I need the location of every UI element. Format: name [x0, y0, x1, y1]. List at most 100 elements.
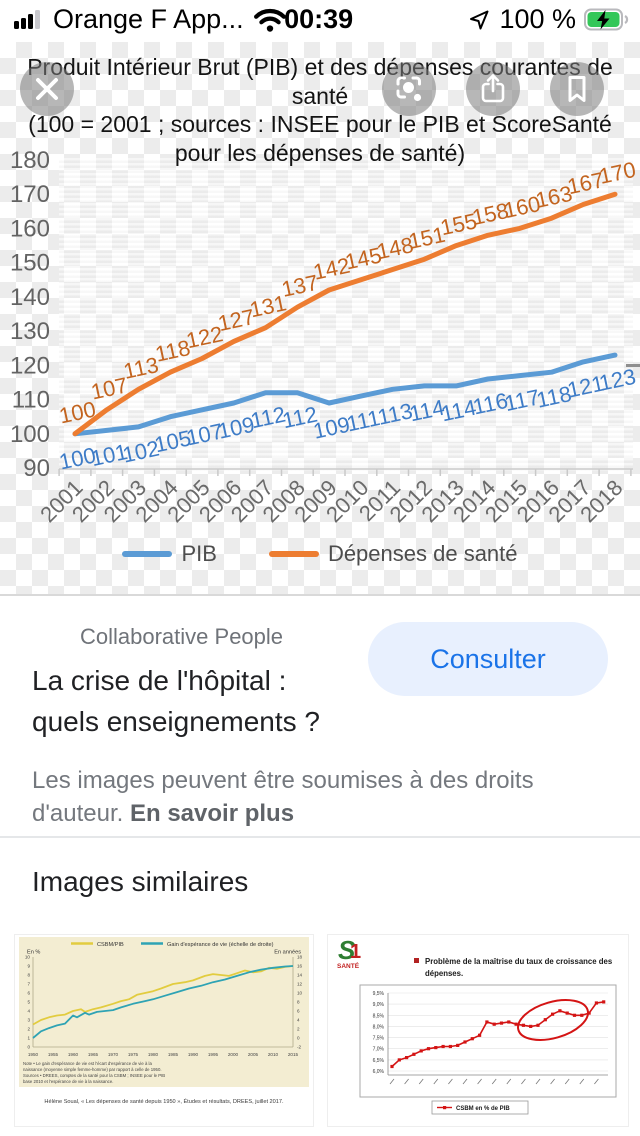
battery-percent: 100 %	[499, 4, 576, 34]
svg-text:14: 14	[297, 973, 303, 978]
close-button[interactable]	[20, 62, 74, 116]
similar-images-row: CSBM/PIB Gain d'espérance de vie (échelle…	[14, 934, 629, 1127]
similar-images-heading: Images similaires	[32, 866, 249, 897]
svg-text:16: 16	[297, 964, 303, 969]
svg-text:4: 4	[297, 1018, 300, 1023]
svg-text:0: 0	[297, 1036, 300, 1041]
result-info-section: Collaborative People La crise de l'hôpit…	[0, 598, 640, 838]
svg-text:7: 7	[27, 982, 30, 987]
svg-text:6,0%: 6,0%	[373, 1069, 385, 1075]
svg-text:150: 150	[10, 250, 50, 277]
main-line-chart: 9010011012013014015016017018020012002200…	[10, 147, 638, 527]
svg-text:180: 180	[10, 147, 50, 174]
svg-text:8,5%: 8,5%	[373, 1013, 385, 1019]
svg-text:10: 10	[25, 955, 31, 960]
chart-title-block: Produit Intérieur Brut (PIB) et des dépe…	[18, 53, 622, 167]
similar-image-1[interactable]: CSBM/PIB Gain d'espérance de vie (échelle…	[14, 934, 314, 1127]
clock: 00:39	[284, 4, 354, 34]
svg-text:4: 4	[27, 1009, 30, 1014]
viewer-action-buttons	[382, 62, 604, 116]
svg-text:2015: 2015	[288, 1052, 299, 1057]
svg-text:1950: 1950	[28, 1052, 39, 1057]
svg-text:7,5%: 7,5%	[373, 1036, 385, 1042]
svg-text:8: 8	[27, 973, 30, 978]
result-title-line1[interactable]: La crise de l'hôpital :	[32, 665, 287, 696]
svg-text:18: 18	[297, 955, 303, 960]
legend-item-depenses: Dépenses de santé	[268, 541, 518, 567]
svg-text:170: 170	[10, 181, 50, 208]
svg-text:2: 2	[27, 1027, 30, 1032]
svg-text:1980: 1980	[148, 1052, 159, 1057]
svg-text:Gain d'espérance de vie (échel: Gain d'espérance de vie (échelle de droi…	[167, 942, 274, 948]
svg-text:Hélène Soual, « Les dépenses d: Hélène Soual, « Les dépenses de santé de…	[44, 1098, 284, 1105]
svg-text:1965: 1965	[88, 1052, 99, 1057]
svg-text:1995: 1995	[208, 1052, 219, 1057]
svg-text:140: 140	[10, 284, 50, 311]
bookmark-button[interactable]	[550, 62, 604, 116]
svg-text:110: 110	[12, 387, 50, 414]
svg-text:9,0%: 9,0%	[373, 1002, 385, 1008]
svg-text:130: 130	[10, 318, 50, 345]
result-title-line2[interactable]: quels enseignements ?	[32, 706, 320, 737]
svg-text:5: 5	[27, 1000, 30, 1005]
wifi-icon	[253, 8, 286, 32]
share-button[interactable]	[466, 62, 520, 116]
share-icon	[481, 74, 505, 103]
svg-text:SANTÉ: SANTÉ	[337, 961, 360, 970]
svg-text:S: S	[338, 935, 356, 965]
svg-text:naissance (moyenne simple femm: naissance (moyenne simple femme-homme) p…	[23, 1067, 162, 1072]
cellular-signal-icon	[14, 9, 40, 29]
close-icon	[36, 78, 58, 100]
legend-item-pib: PIB	[122, 541, 217, 567]
lens-button[interactable]	[382, 62, 436, 116]
svg-text:160: 160	[10, 215, 50, 242]
svg-text:0: 0	[27, 1045, 30, 1050]
battery-icon	[584, 8, 629, 31]
svg-text:2010: 2010	[268, 1052, 279, 1057]
svg-text:1: 1	[27, 1036, 30, 1041]
svg-text:6,5%: 6,5%	[373, 1058, 385, 1064]
svg-text:12: 12	[297, 982, 303, 987]
svg-text:En années: En années	[274, 950, 301, 956]
svg-text:1: 1	[350, 941, 361, 963]
chart-subtitle: (100 = 2001 ; sources : INSEE pour le PI…	[28, 111, 612, 166]
svg-text:3: 3	[27, 1018, 30, 1023]
similar-images-section: Images similaires CSBM/PIB Gain d'espéran…	[0, 840, 640, 1136]
legend-swatch-depenses	[268, 551, 319, 557]
svg-text:6: 6	[297, 1009, 300, 1014]
svg-text:Problème de la maîtrise du tau: Problème de la maîtrise du taux de crois…	[425, 957, 613, 966]
consult-button[interactable]: Consulter	[368, 622, 608, 696]
scroll-indicator	[626, 364, 640, 367]
svg-text:CSBM en % de PIB: CSBM en % de PIB	[456, 1106, 510, 1112]
svg-text:1960: 1960	[68, 1052, 79, 1057]
svg-text:2000: 2000	[228, 1052, 239, 1057]
svg-text:9,5%: 9,5%	[373, 991, 385, 997]
svg-text:2: 2	[297, 1027, 300, 1032]
svg-text:90: 90	[23, 455, 50, 482]
svg-text:1990: 1990	[188, 1052, 199, 1057]
svg-text:-2: -2	[297, 1045, 302, 1050]
legend-swatch-pib	[122, 551, 173, 557]
learn-more-link[interactable]: En savoir plus	[130, 800, 295, 827]
svg-text:2005: 2005	[248, 1052, 259, 1057]
svg-text:10: 10	[297, 991, 303, 996]
publisher-name[interactable]: Collaborative People	[80, 624, 284, 649]
svg-text:1955: 1955	[48, 1052, 59, 1057]
svg-text:En %: En %	[27, 950, 40, 956]
svg-text:100: 100	[10, 421, 50, 448]
similar-image-2[interactable]: S 1 SANTÉ Problème de la maîtrise du taux d…	[327, 934, 629, 1127]
svg-text:6: 6	[27, 991, 30, 996]
svg-text:1970: 1970	[108, 1052, 119, 1057]
legend-label-depenses: Dépenses de santé	[327, 541, 518, 566]
svg-text:8,0%: 8,0%	[373, 1024, 385, 1030]
svg-text:8: 8	[297, 1000, 300, 1005]
chart-legend: PIB Dépenses de santé	[0, 541, 640, 567]
bookmark-icon	[568, 76, 586, 102]
thumb1-chart: CSBM/PIB Gain d'espérance de vie (échelle…	[15, 935, 313, 1121]
svg-text:Sources • DREES, comptes de la: Sources • DREES, comptes de la santé pou…	[23, 1073, 165, 1078]
location-icon	[470, 10, 489, 29]
svg-text:Note • Le gain d'espérance de: Note • Le gain d'espérance de vie est l'…	[23, 1061, 153, 1066]
svg-text:120: 120	[10, 352, 50, 379]
